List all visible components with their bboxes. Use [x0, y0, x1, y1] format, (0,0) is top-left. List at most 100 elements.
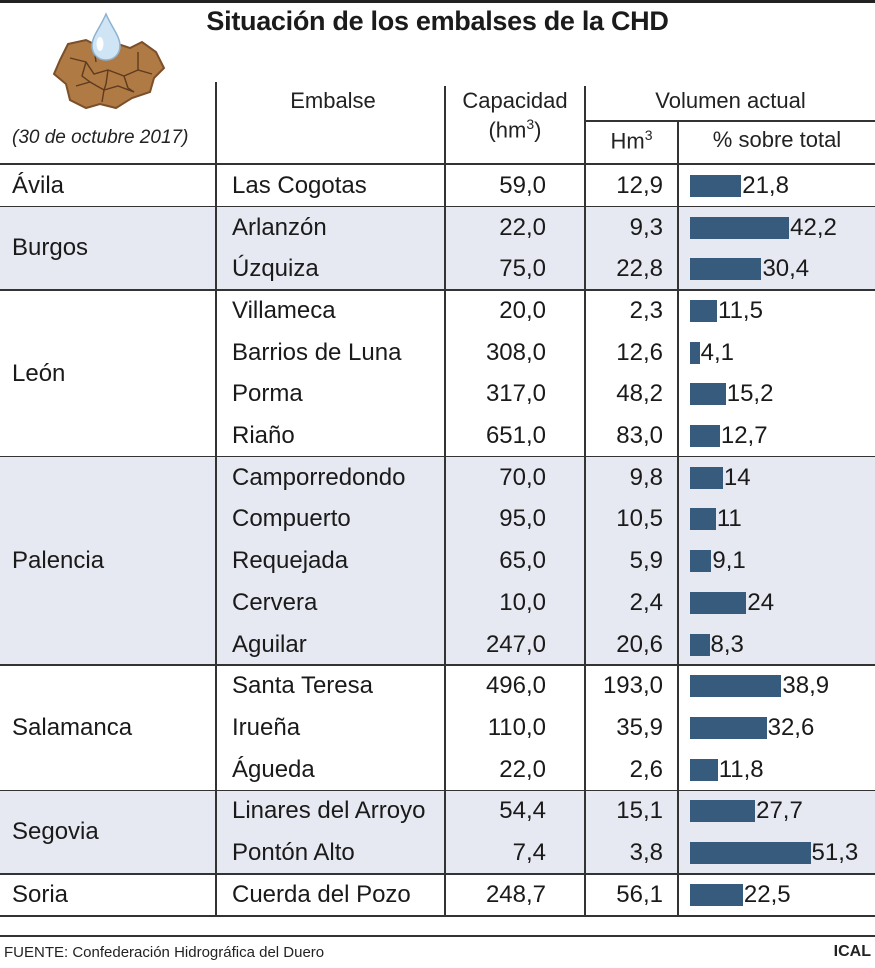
header-capacidad-unit: (hm3)	[488, 116, 542, 143]
reservoir-name: Úzquiza	[232, 255, 319, 283]
capacity-value: 70,0	[499, 463, 546, 491]
capacity-value: 7,4	[512, 839, 546, 867]
pct-label: 21,8	[742, 171, 789, 199]
pct-label: 8,3	[710, 630, 744, 658]
pct-bar	[690, 550, 712, 573]
volumen-divider	[586, 120, 875, 122]
pct-bar	[690, 508, 716, 531]
dry-earth-drop-icon	[52, 12, 166, 110]
reservoir-name: Arlanzón	[232, 213, 327, 241]
volume-value: 20,6	[616, 630, 663, 658]
capacity-value: 248,7	[485, 880, 546, 908]
pct-bar	[690, 383, 726, 406]
capacity-value: 496,0	[485, 672, 546, 700]
capacity-value: 110,0	[487, 713, 546, 741]
pct-label: 14	[723, 463, 751, 491]
volume-value: 10,5	[616, 505, 663, 533]
volume-value: 12,6	[616, 338, 663, 366]
column-rule-1	[215, 82, 217, 916]
reservoir-name: Villameca	[232, 296, 336, 324]
volume-value: 5,9	[629, 547, 663, 575]
reservoir-name: Linares del Arroyo	[232, 797, 426, 825]
pct-label: 11	[716, 505, 742, 533]
volume-value: 22,8	[616, 255, 663, 283]
reservoir-name: Aguilar	[232, 630, 307, 658]
header-divider	[0, 163, 875, 165]
capacity-value: 10,0	[499, 588, 546, 616]
province-label: Burgos	[12, 234, 89, 262]
group-divider	[0, 664, 875, 667]
pct-bar	[690, 258, 762, 281]
column-rule-4	[677, 120, 679, 916]
volume-value: 3,8	[629, 839, 663, 867]
pct-label: 9,1	[712, 547, 746, 575]
volume-value: 2,3	[629, 296, 663, 324]
pct-bar	[690, 466, 723, 489]
capacity-value: 22,0	[499, 755, 546, 783]
group-divider	[0, 289, 875, 292]
reservoir-name: Cuerda del Pozo	[232, 880, 411, 908]
reservoir-name: Barrios de Luna	[232, 338, 402, 366]
reservoir-name: Las Cogotas	[232, 171, 367, 199]
volume-value: 9,3	[629, 213, 663, 241]
reservoir-name: Requejada	[232, 547, 349, 575]
pct-bar	[690, 299, 718, 322]
source-note: FUENTE: Confederación Hidrográfica del D…	[4, 944, 325, 961]
reservoir-name: Riaño	[232, 422, 295, 450]
pct-label: 38,9	[782, 672, 830, 700]
date-label: (30 de octubre 2017)	[12, 127, 189, 148]
reservoir-name: Águeda	[232, 755, 315, 783]
capacity-value: 95,0	[499, 505, 546, 533]
top-rule	[0, 0, 875, 3]
column-rule-3	[584, 86, 586, 916]
group-divider	[0, 914, 875, 917]
pct-label: 12,7	[720, 422, 768, 450]
volume-value: 56,1	[616, 880, 663, 908]
pct-bar	[690, 633, 710, 656]
province-label: Ávila	[12, 171, 65, 199]
pct-label: 32,6	[767, 713, 815, 741]
pct-label: 30,4	[762, 255, 810, 283]
pct-bar	[690, 716, 767, 739]
pct-label: 24	[747, 588, 775, 616]
province-label: León	[12, 359, 66, 387]
capacity-value: 308,0	[485, 338, 546, 366]
volume-value: 2,6	[629, 755, 663, 783]
capacity-value: 22,0	[499, 213, 546, 241]
pct-label: 15,2	[726, 380, 774, 408]
header-hm3: Hm3	[610, 127, 653, 154]
pct-label: 27,7	[756, 797, 803, 825]
pct-bar	[690, 675, 782, 698]
footer-rule	[0, 935, 875, 937]
pct-bar	[690, 883, 743, 906]
header-embalse: Embalse	[290, 88, 376, 113]
pct-bar	[690, 800, 756, 823]
volume-value: 193,0	[602, 672, 663, 700]
volume-value: 35,9	[616, 713, 663, 741]
capacity-value: 247,0	[485, 630, 546, 658]
pct-label: 11,8	[718, 755, 764, 783]
capacity-value: 20,0	[499, 296, 546, 324]
reservoir-name: Santa Teresa	[232, 672, 373, 700]
capacity-value: 317,0	[485, 380, 546, 408]
capacity-value: 651,0	[485, 422, 546, 450]
volume-value: 15,1	[616, 797, 663, 825]
pct-bar	[690, 341, 700, 364]
pct-label: 11,5	[718, 296, 763, 324]
capacity-value: 65,0	[499, 547, 546, 575]
page-title: Situación de los embalses de la CHD	[206, 6, 669, 36]
volume-value: 9,8	[629, 463, 663, 491]
volume-value: 48,2	[616, 380, 663, 408]
group-band	[0, 456, 875, 666]
column-rule-2	[444, 86, 446, 916]
pct-bar	[690, 842, 811, 865]
pct-bar	[690, 216, 790, 239]
header-pct: % sobre total	[712, 127, 842, 152]
province-label: Segovia	[12, 818, 99, 846]
reservoir-name: Porma	[232, 380, 303, 408]
pct-label: 22,5	[743, 880, 791, 908]
pct-bar	[690, 425, 720, 448]
pct-label: 4,1	[700, 338, 734, 366]
capacity-value: 59,0	[499, 171, 546, 199]
volume-value: 12,9	[616, 171, 663, 199]
